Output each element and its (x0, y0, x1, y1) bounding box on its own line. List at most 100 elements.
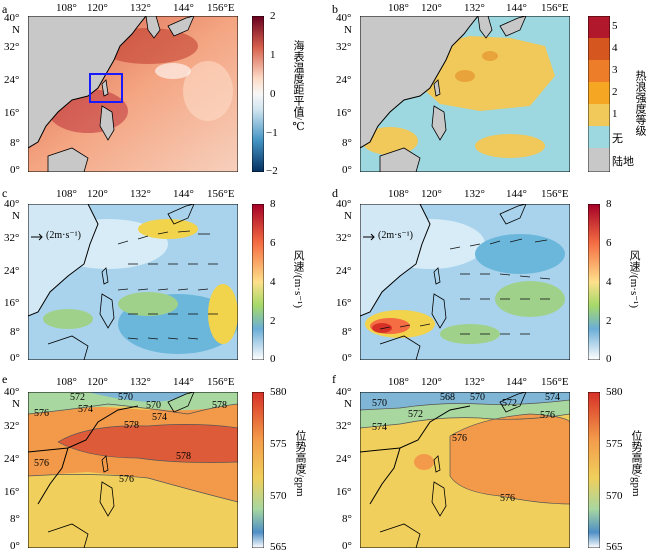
xtick: 120° (421, 2, 442, 14)
cbar-level: 2 (612, 86, 618, 98)
xtick: 108° (388, 188, 409, 200)
ytick: 40° (336, 386, 352, 398)
xtick: 108° (56, 2, 77, 14)
land-asia (28, 16, 147, 149)
contour-label: 576 (34, 408, 49, 419)
contour-label: 576 (34, 458, 49, 469)
cbar-level: 3 (612, 64, 618, 76)
ytick: 8° (10, 326, 20, 338)
ytick: 24° (336, 74, 352, 86)
panel-a-label: a (2, 2, 8, 16)
xtick: 144° (506, 2, 527, 14)
xtick: 156°E (207, 188, 235, 200)
land-borneo (47, 147, 89, 172)
ytick: 8° (342, 513, 352, 525)
cbar-tick: 2 (270, 10, 276, 22)
ytick: 16° (4, 107, 20, 119)
reference-vector-label: (2m·s⁻¹) (46, 230, 81, 241)
colorbar-e (252, 392, 264, 548)
ytick: 8° (10, 513, 20, 525)
ytick: 16° (336, 486, 352, 498)
contour-label: 574 (545, 392, 560, 403)
xtick: 108° (56, 376, 77, 388)
cbar-tick: 2 (270, 315, 276, 327)
study-region-box (89, 73, 123, 103)
ytick: 32° (4, 41, 20, 53)
cbar-tick: 580 (270, 386, 287, 398)
xtick: 144° (173, 188, 194, 200)
xtick: 156°E (541, 376, 569, 388)
contour-label: 568 (440, 392, 455, 403)
xtick: 108° (56, 188, 77, 200)
cbar-title: 位势高度/gpm (294, 430, 306, 497)
cbar-tick: −1 (266, 127, 278, 139)
reference-vector (363, 233, 375, 241)
ytick: N (344, 24, 352, 36)
ytick: 0° (10, 164, 20, 176)
contour-label: 578 (212, 400, 227, 411)
cbar-level: 1 (612, 108, 618, 120)
xtick: 132° (130, 2, 151, 14)
cbar-tick: 4 (606, 276, 612, 288)
cbar-tick: 565 (270, 541, 287, 553)
ytick: 32° (336, 41, 352, 53)
ytick: N (12, 398, 20, 410)
ytick: 0° (10, 540, 20, 552)
contour-label: 570 (470, 392, 485, 403)
ytick: 0° (342, 352, 352, 364)
panel-b-label: b (332, 2, 338, 16)
contour-label: 576 (500, 493, 515, 504)
xtick: 144° (506, 376, 527, 388)
contour-label: 570 (146, 400, 161, 411)
cbar-tick: 565 (606, 541, 623, 553)
contour-label: 572 (502, 398, 517, 409)
ytick: 0° (342, 540, 352, 552)
map-panel-e (28, 392, 238, 548)
map-panel-d (360, 204, 570, 360)
cbar-tick: 0 (270, 353, 276, 365)
colorbar-c (252, 204, 264, 360)
ytick: 24° (4, 265, 20, 277)
ytick: 40° (336, 198, 352, 210)
cbar-tick: −2 (266, 165, 278, 177)
contour-label: 570 (372, 398, 387, 409)
ytick: 24° (336, 453, 352, 465)
ytick: 32° (336, 232, 352, 244)
cbar-tick: 6 (270, 237, 276, 249)
ytick: N (344, 210, 352, 222)
contour-label: 572 (408, 409, 423, 420)
panel-c-label: c (2, 186, 8, 200)
cbar-tick: 0 (270, 88, 276, 100)
cbar-tick: 4 (270, 276, 276, 288)
cbar-tick: 8 (606, 198, 612, 210)
contour-label: 574 (78, 404, 93, 415)
cbar-level: 5 (612, 20, 618, 32)
contour-label: 578 (124, 420, 139, 431)
colorbar-b (588, 16, 610, 172)
xtick: 120° (421, 376, 442, 388)
xtick: 144° (506, 188, 527, 200)
cbar-title: 位势高度/gpm (630, 430, 642, 497)
cbar-tick: 580 (606, 386, 623, 398)
contour-label: 576 (452, 433, 467, 444)
land-taiwan (101, 79, 109, 97)
cbar-tick: 1 (270, 49, 276, 61)
cbar-title: 风速/(m·s⁻¹) (628, 250, 640, 308)
cbar-tick: 575 (270, 438, 287, 450)
contour-label: 574 (152, 412, 167, 423)
ytick: 32° (4, 232, 20, 244)
xtick: 132° (130, 376, 151, 388)
map-panel-b (360, 16, 570, 172)
xtick: 120° (87, 188, 108, 200)
reference-vector (31, 233, 43, 241)
cbar-tick: 570 (606, 490, 623, 502)
ytick: 24° (336, 265, 352, 277)
cbar-tick: 570 (270, 490, 287, 502)
xtick: 120° (421, 188, 442, 200)
ytick: N (12, 210, 20, 222)
map-panel-a (28, 16, 238, 172)
xtick: 132° (130, 188, 151, 200)
panel-f-label: f (332, 372, 336, 386)
xtick: 144° (173, 376, 194, 388)
contour-label: 570 (118, 392, 133, 403)
